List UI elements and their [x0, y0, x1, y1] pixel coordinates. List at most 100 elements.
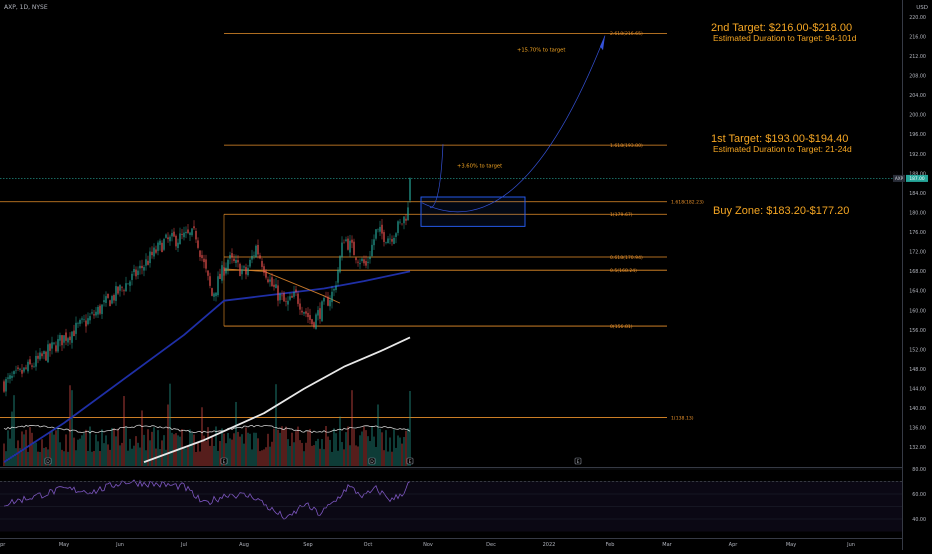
svg-text:E: E: [223, 459, 226, 465]
volume-bar: [359, 435, 361, 466]
volume-bar: [405, 430, 407, 466]
candle: [71, 331, 73, 349]
event-marker-icon[interactable]: D: [368, 457, 376, 465]
volume-bar: [377, 404, 379, 466]
event-marker-icon[interactable]: E: [574, 457, 582, 465]
volume-bar: [231, 439, 233, 466]
time-tick-label: Jul: [180, 542, 187, 548]
volume-bar: [3, 443, 5, 466]
candle: [183, 226, 185, 241]
candle: [95, 306, 97, 318]
volume-bar: [341, 442, 343, 466]
volume-bar: [83, 433, 85, 466]
candle: [19, 367, 21, 372]
volume-bar: [409, 391, 411, 466]
candle: [91, 309, 93, 315]
axis-layer: 132.00 136.00 140.00 144.00 148.00 152.00 156.…: [0, 15, 928, 548]
volume-bar: [39, 451, 41, 466]
volume-bar: [325, 426, 327, 466]
volume-ma-line: [3, 424, 411, 434]
price-tick-label: 188.00: [909, 171, 926, 177]
volume-bar: [315, 441, 317, 466]
price-tick-label: 136.00: [909, 426, 926, 432]
candle: [339, 255, 341, 274]
candle: [181, 228, 183, 240]
candle: [257, 239, 259, 259]
price-tick-label: 132.00: [909, 445, 926, 451]
volume-bar: [123, 396, 125, 466]
candle: [335, 281, 337, 293]
candle: [247, 264, 249, 277]
candle: [359, 258, 361, 269]
volume-bar: [65, 434, 67, 466]
candle: [309, 308, 311, 325]
volume-bar: [91, 451, 93, 466]
forecast-path-2: [421, 35, 606, 213]
candle: [275, 277, 277, 289]
volume-bar: [165, 449, 167, 466]
candle: [75, 316, 77, 340]
time-tick-label: Dec: [486, 542, 496, 548]
rsi-layer: [0, 468, 902, 532]
candle: [89, 312, 91, 324]
candle: [389, 233, 391, 245]
event-marker-icon[interactable]: D: [44, 457, 52, 465]
candle: [81, 316, 83, 324]
volume-bar: [305, 442, 307, 466]
volume-bar: [309, 428, 311, 466]
volume-bar: [291, 432, 293, 466]
volume-bar: [147, 429, 149, 466]
volume-bar: [375, 446, 377, 466]
candle: [403, 216, 405, 230]
volume-bar: [89, 426, 91, 466]
volume-bar: [387, 451, 389, 466]
price-tick-label: 192.00: [909, 152, 926, 158]
event-marker-icon[interactable]: E: [220, 457, 228, 465]
volume-bar: [251, 449, 253, 466]
candle: [203, 254, 205, 269]
volume-bar: [371, 426, 373, 466]
volume-bar: [29, 427, 31, 466]
candle: [135, 266, 137, 280]
price-tick-label: 164.00: [909, 289, 926, 295]
price-tick-label: 180.00: [909, 210, 926, 216]
candle: [193, 220, 195, 230]
time-tick-label: May: [786, 542, 796, 548]
candle: [85, 314, 87, 333]
symbol-header: AXP, 1D, NYSE: [4, 4, 48, 11]
volume-bar: [263, 449, 265, 466]
volume-bar: [373, 436, 375, 466]
candle: [219, 268, 221, 280]
price-tick-label: 168.00: [909, 269, 926, 275]
candle: [103, 294, 105, 307]
candle: [405, 214, 407, 226]
volume-bar: [261, 450, 263, 466]
volume-bar: [223, 433, 225, 466]
candle: [191, 227, 193, 237]
volume-bar: [217, 450, 219, 466]
candle: [267, 276, 269, 284]
fib-level-label: 1(138.13): [671, 415, 694, 421]
candle: [111, 294, 113, 305]
volume-bar: [381, 432, 383, 466]
event-marker-icon[interactable]: E: [406, 457, 414, 465]
volume-bar: [211, 435, 213, 466]
candle: [163, 237, 165, 252]
volume-bar: [101, 429, 103, 466]
volume-bar: [171, 432, 173, 466]
candle: [217, 271, 219, 298]
time-tick-label: Jun: [115, 542, 124, 548]
volume-bar: [87, 450, 89, 466]
candle: [331, 285, 333, 309]
fib-level-label: 1(179.67): [610, 212, 633, 218]
candle: [333, 288, 335, 297]
volume-bar: [237, 431, 239, 466]
volume-bar: [67, 451, 69, 466]
candle: [363, 255, 365, 266]
candle: [325, 291, 327, 298]
candle: [141, 259, 143, 275]
candle: [31, 363, 33, 370]
